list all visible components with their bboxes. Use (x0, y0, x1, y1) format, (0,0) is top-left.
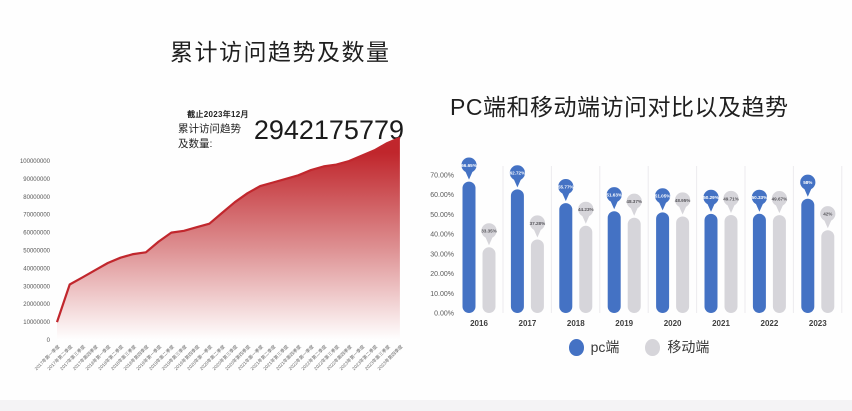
svg-text:60000000: 60000000 (23, 231, 50, 237)
svg-text:2022: 2022 (761, 319, 779, 328)
svg-text:20000000: 20000000 (23, 302, 50, 308)
left-chart-annotation: 截止2023年12月 累计访问趋势及数量: 2942175779 (178, 109, 404, 151)
svg-text:90000000: 90000000 (23, 177, 50, 183)
svg-text:42%: 42% (823, 212, 832, 217)
svg-text:44.23%: 44.23% (578, 207, 594, 212)
svg-text:30000000: 30000000 (23, 284, 50, 290)
svg-text:2018: 2018 (567, 319, 585, 328)
svg-text:60.00%: 60.00% (430, 192, 454, 199)
svg-text:100000000: 100000000 (20, 159, 51, 165)
svg-text:51.05%: 51.05% (655, 194, 671, 199)
svg-text:0.00%: 0.00% (434, 311, 454, 318)
annotation-notes: 截止2023年12月 累计访问趋势及数量: (178, 109, 249, 151)
bottom-strip (0, 400, 852, 411)
svg-text:10.00%: 10.00% (430, 291, 454, 298)
bar-chart-legend: pc端 移动端 (426, 337, 852, 357)
right-chart-title: PC端和移动端访问对比以及趋势 (450, 94, 789, 120)
legend-item-pc: pc端 (568, 337, 620, 357)
svg-text:48.95%: 48.95% (675, 198, 691, 203)
svg-text:62.72%: 62.72% (510, 171, 526, 176)
left-chart-title: 累计访问趋势及数量 (170, 39, 391, 65)
svg-text:50.33%: 50.33% (752, 195, 768, 200)
svg-text:40000000: 40000000 (23, 266, 50, 272)
svg-text:80000000: 80000000 (23, 195, 50, 201)
mobile-legend-dot-icon (645, 338, 661, 356)
svg-text:37.28%: 37.28% (530, 221, 546, 226)
legend-item-mobile: 移动端 (645, 337, 709, 357)
svg-text:40.00%: 40.00% (430, 232, 454, 239)
svg-text:50.29%: 50.29% (703, 195, 719, 200)
svg-text:2019: 2019 (615, 319, 633, 328)
pc-legend-dot-icon (568, 338, 584, 356)
svg-text:2020: 2020 (664, 319, 682, 328)
annotation-total-value: 2942175779 (253, 114, 404, 145)
svg-text:30.00%: 30.00% (430, 251, 454, 258)
cumulative-visits-area-chart: 0 10000000 20000000 30000000 40000000 5000000… (20, 136, 405, 372)
svg-text:55.77%: 55.77% (558, 184, 574, 189)
svg-text:48.37%: 48.37% (626, 199, 642, 204)
svg-text:50.00%: 50.00% (430, 212, 454, 219)
mobile-legend-label: 移动端 (667, 339, 710, 355)
svg-text:10000000: 10000000 (23, 320, 50, 326)
pc-mobile-bar-chart: 0.00% 10.00% 20.00% 30.00% 40.00% 50.00% 60.00… (430, 157, 843, 328)
pc-legend-label: pc端 (590, 339, 620, 355)
svg-text:2016: 2016 (470, 319, 488, 328)
svg-text:58%: 58% (803, 180, 812, 185)
annotation-date: 截止2023年12月 (187, 110, 249, 119)
svg-text:20.00%: 20.00% (430, 271, 454, 278)
svg-text:49.67%: 49.67% (772, 196, 788, 201)
svg-text:50000000: 50000000 (23, 249, 50, 255)
svg-text:2023: 2023 (809, 319, 827, 328)
svg-text:49.71%: 49.71% (723, 196, 739, 201)
svg-text:66.65%: 66.65% (461, 163, 477, 168)
svg-text:70.00%: 70.00% (430, 173, 454, 180)
svg-text:51.63%: 51.63% (606, 193, 622, 198)
svg-text:2017: 2017 (519, 319, 537, 328)
svg-text:33.35%: 33.35% (481, 229, 497, 234)
svg-text:70000000: 70000000 (23, 213, 50, 219)
annotation-label: 累计访问趋势及数量: (178, 123, 241, 150)
svg-text:2021: 2021 (712, 319, 730, 328)
svg-text:0: 0 (47, 338, 51, 344)
